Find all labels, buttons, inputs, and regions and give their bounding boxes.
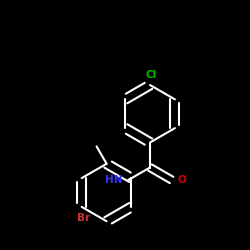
Text: Cl: Cl [146, 70, 157, 80]
Text: Br: Br [77, 213, 90, 223]
Text: HN: HN [105, 175, 123, 185]
Text: O: O [177, 175, 186, 185]
